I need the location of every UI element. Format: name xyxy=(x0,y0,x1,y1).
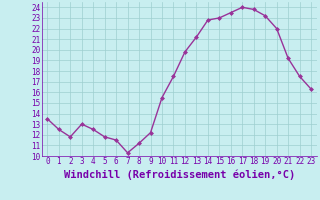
X-axis label: Windchill (Refroidissement éolien,°C): Windchill (Refroidissement éolien,°C) xyxy=(64,169,295,180)
